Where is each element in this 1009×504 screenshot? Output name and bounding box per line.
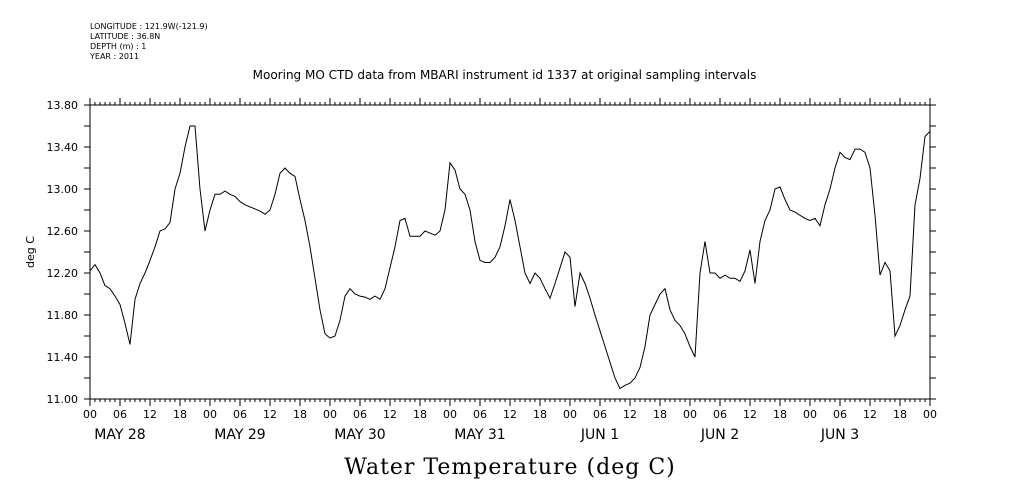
x-hour-label: 18 [293,408,307,421]
x-day-label: MAY 31 [454,427,505,443]
y-tick-label: 11.40 [47,351,79,364]
x-hour-label: 12 [143,408,157,421]
x-hour-label: 00 [923,408,937,421]
x-hour-label: 06 [833,408,847,421]
y-tick-label: 11.00 [47,393,79,406]
x-day-label: MAY 28 [94,427,145,443]
year-text: YEAR : 2011 [90,52,140,61]
x-day-label: JUN 3 [820,427,859,443]
x-hour-label: 06 [713,408,727,421]
y-tick-label: 12.60 [47,225,79,238]
x-hour-label: 00 [443,408,457,421]
x-hour-label: 18 [173,408,187,421]
x-day-label: JUN 1 [580,427,619,443]
x-hour-label: 00 [803,408,817,421]
y-tick-label: 13.80 [47,99,79,112]
x-hour-label: 00 [83,408,97,421]
x-day-label: MAY 29 [214,427,265,443]
x-hour-label: 18 [653,408,667,421]
longitude-text: LONGITUDE : 121.9W(-121.9) [90,22,208,31]
x-hour-label: 06 [593,408,607,421]
x-hour-label: 12 [263,408,277,421]
x-hour-label: 18 [893,408,907,421]
metadata-block: LONGITUDE : 121.9W(-121.9) LATITUDE : 36… [90,22,208,62]
x-hour-label: 06 [353,408,367,421]
x-hour-label: 00 [563,408,577,421]
x-hour-label: 06 [473,408,487,421]
x-hour-label: 00 [203,408,217,421]
y-tick-label: 13.00 [47,183,79,196]
y-tick-label: 11.80 [47,309,79,322]
x-hour-label: 12 [743,408,757,421]
tick-labels: 11.00 11.40 11.80 12.20 12.60 13.00 13.40 13.80… [47,99,938,443]
x-hour-label: 00 [683,408,697,421]
x-hour-label: 12 [383,408,397,421]
x-day-label: MAY 30 [334,427,385,443]
x-hour-label: 12 [863,408,877,421]
x-hour-label: 06 [233,408,247,421]
x-hour-label: 12 [503,408,517,421]
x-hour-label: 06 [113,408,127,421]
y-tick-label: 12.20 [47,267,79,280]
x-hour-label: 00 [323,408,337,421]
y-tick-label: 13.40 [47,141,79,154]
x-hour-label: 12 [623,408,637,421]
chart-title: Mooring MO CTD data from MBARI instrumen… [252,68,757,82]
tick-marks [84,98,936,406]
x-axis-label: Water Temperature (deg C) [344,455,676,480]
x-hour-label: 18 [533,408,547,421]
x-day-label: JUN 2 [700,427,739,443]
depth-text: DEPTH (m) : 1 [90,42,147,51]
plot-frame [89,104,931,400]
x-hour-label: 18 [773,408,787,421]
latitude-text: LATITUDE : 36.8N [90,32,161,41]
temperature-series-line [89,125,931,390]
x-hour-label: 18 [413,408,427,421]
y-axis-label: deg C [24,236,37,268]
